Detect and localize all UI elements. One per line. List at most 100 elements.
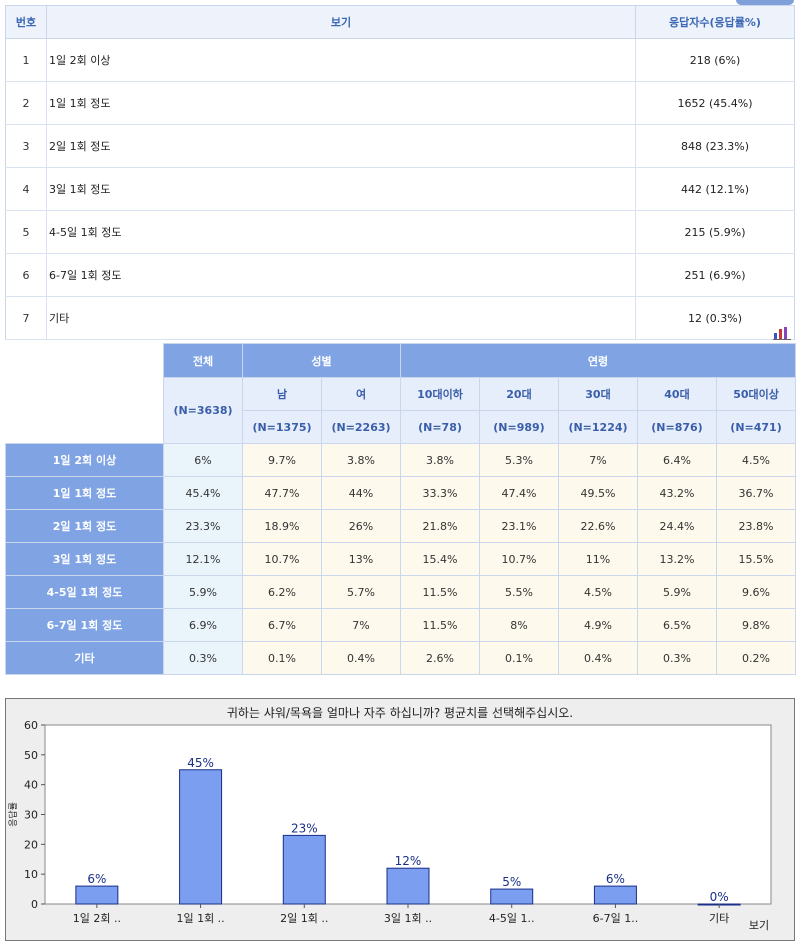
column-header: 여: [321, 377, 401, 411]
cross-cell: 21.8%: [400, 509, 480, 543]
cross-total-cell: 6.9%: [163, 608, 243, 642]
cross-cell: 0.2%: [715, 641, 797, 675]
results-row: 5 4-5일 1회 정도 215 (5.9%): [5, 210, 795, 254]
row-count: 12 (0.3%): [635, 296, 795, 340]
cross-cell: 5.5%: [479, 575, 559, 609]
cross-cell: 24.4%: [637, 509, 717, 543]
header-gender: 성별: [242, 343, 401, 378]
column-header: 30대: [558, 377, 638, 411]
bar: [75, 885, 119, 905]
cross-cell: 4.9%: [558, 608, 638, 642]
results-row: 2 1일 1회 정도 1652 (45.4%): [5, 81, 795, 125]
column-n: (N=1224): [558, 410, 638, 444]
cross-cell: 9.6%: [715, 575, 797, 609]
x-tick-label: 1일 2회 ..: [73, 911, 121, 925]
cross-total-cell: 6%: [163, 443, 243, 477]
cross-header-row-1: 전체 성별 연령: [5, 343, 797, 444]
results-row: 3 2일 1회 정도 848 (23.3%): [5, 124, 795, 168]
cross-cell: 11.5%: [400, 575, 480, 609]
column-n: (N=989): [479, 410, 559, 444]
results-row: 1 1일 2회 이상 218 (6%): [5, 38, 795, 82]
results-header-row: 번호 보기 응답자수(응답률%): [5, 5, 795, 39]
cross-cell: 5.7%: [321, 575, 401, 609]
cross-cell: 15.4%: [400, 542, 480, 576]
cross-total-cell: 5.9%: [163, 575, 243, 609]
cross-cell: 5.3%: [479, 443, 559, 477]
cross-cell: 0.3%: [637, 641, 717, 675]
row-count: 1652 (45.4%): [635, 81, 795, 125]
row-option: 6-7일 1회 정도: [46, 253, 636, 297]
cross-row: 2일 1회 정도 23.3% 18.9% 26% 21.8% 23.1% 22.6% 24.4…: [5, 509, 797, 543]
column-n: (N=471): [715, 410, 797, 444]
bar: [490, 888, 534, 905]
column-n: (N=876): [637, 410, 717, 444]
row-option: 1일 2회 이상: [46, 38, 636, 82]
bar-value-label: 6%: [87, 872, 106, 886]
header-age: 연령: [399, 343, 797, 378]
cross-row: 3일 1회 정도 12.1% 10.7% 13% 15.4% 10.7% 11% 13.2% 1…: [5, 542, 797, 576]
cross-table: 전체 성별 연령 (N=3638) 남 여 10대이하 20대 30대 40대 50대이상 …: [5, 343, 797, 675]
row-option: 기타: [46, 296, 636, 340]
cross-total-cell: 45.4%: [163, 476, 243, 510]
row-count: 442 (12.1%): [635, 167, 795, 211]
x-axis-label: 보기: [749, 919, 769, 932]
cross-cell: 6.7%: [242, 608, 322, 642]
cross-cell: 9.7%: [242, 443, 322, 477]
row-option: 1일 1회 정도: [46, 81, 636, 125]
cross-cell: 7%: [558, 443, 638, 477]
cross-row-label: 2일 1회 정도: [5, 509, 164, 543]
cross-total-cell: 23.3%: [163, 509, 243, 543]
cross-cell: 23.1%: [479, 509, 559, 543]
row-option: 2일 1회 정도: [46, 124, 636, 168]
y-tick-label: 0: [31, 898, 38, 911]
cross-cell: 3.8%: [400, 443, 480, 477]
cross-header-row-2: (N=3638) 남 여 10대이하 20대 30대 40대 50대이상: [6, 377, 797, 444]
column-header: 남: [242, 377, 322, 411]
cross-cell: 6.2%: [242, 575, 322, 609]
cross-cell: 5.9%: [637, 575, 717, 609]
x-tick-label: 2일 1회 ..: [280, 911, 328, 925]
bar-chart: 0 10 20 30 40 50 60 6% 1일 2회 .. 45% 1일 1회 .. 23% 2일 …: [5, 698, 795, 941]
column-header: 50대이상: [715, 377, 797, 411]
bar-value-label: 12%: [395, 854, 422, 868]
cross-row: 1일 1회 정도 45.4% 47.7% 44% 33.3% 47.4% 49.5% 43.2…: [5, 476, 797, 510]
header-count: 응답자수(응답률%): [635, 5, 795, 39]
header-total: 전체: [163, 343, 243, 378]
row-option: 3일 1회 정도: [46, 167, 636, 211]
top-tab-edge: [736, 0, 794, 5]
row-count: 218 (6%): [635, 38, 795, 82]
cross-cell: 0.1%: [479, 641, 559, 675]
cross-cell: 13%: [321, 542, 401, 576]
cross-cell: 10.7%: [242, 542, 322, 576]
x-tick-label: 3일 1회 ..: [384, 911, 432, 925]
cross-row-label: 기타: [5, 641, 164, 675]
cross-row: 4-5일 1회 정도 5.9% 6.2% 5.7% 11.5% 5.5% 4.5% 5.9% 9…: [5, 575, 797, 609]
chart-title: 귀하는 샤워/목욕을 얼마나 자주 하십니까? 평균치를 선택해주십시오.: [226, 706, 574, 720]
bar-chart-icon[interactable]: [773, 326, 791, 340]
header-option: 보기: [46, 5, 636, 39]
cross-row-label: 4-5일 1회 정도: [5, 575, 164, 609]
row-count: 848 (23.3%): [635, 124, 795, 168]
bar-value-label: 23%: [291, 821, 318, 835]
y-tick-label: 50: [24, 749, 38, 762]
y-tick-label: 10: [24, 868, 38, 881]
y-tick-label: 40: [24, 779, 38, 792]
bar-value-label: 6%: [606, 872, 625, 886]
row-number: 3: [5, 124, 47, 168]
cross-body: 1일 2회 이상 6% 9.7% 3.8% 3.8% 5.3% 7% 6.4% 4.5% 1일 1…: [5, 443, 797, 675]
cross-cell: 22.6%: [558, 509, 638, 543]
cross-cell: 49.5%: [558, 476, 638, 510]
chart-canvas: 0 10 20 30 40 50 60 6% 1일 2회 .. 45% 1일 1회 .. 23% 2일 …: [7, 719, 772, 932]
row-number: 5: [5, 210, 47, 254]
cross-cell: 6.4%: [637, 443, 717, 477]
results-table: 번호 보기 응답자수(응답률%) 1 1일 2회 이상 218 (6%) 2 1일 1회…: [5, 5, 795, 340]
x-tick-label: 4-5일 1..: [489, 911, 535, 925]
results-row: 7 기타 12 (0.3%): [5, 296, 795, 340]
cross-row: 6-7일 1회 정도 6.9% 6.7% 7% 11.5% 8% 4.9% 6.5% 9.8%: [5, 608, 797, 642]
column-header: 40대: [637, 377, 717, 411]
row-count: 251 (6.9%): [635, 253, 795, 297]
y-tick-label: 30: [24, 809, 38, 822]
cross-row: 1일 2회 이상 6% 9.7% 3.8% 3.8% 5.3% 7% 6.4% 4.5%: [5, 443, 797, 477]
header-total-n: (N=3638): [163, 377, 243, 444]
y-axis-label: 응답률: [7, 802, 19, 827]
